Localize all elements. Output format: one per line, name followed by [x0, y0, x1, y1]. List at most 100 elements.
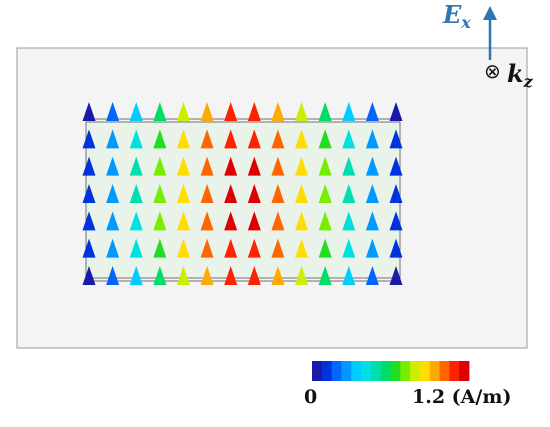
field-arrow: [247, 266, 261, 285]
field-arrow: [153, 238, 167, 258]
colorbar-swatch: [380, 361, 391, 381]
field-arrow: [129, 129, 143, 149]
field-arrow: [318, 211, 332, 231]
field-arrow: [318, 102, 332, 121]
field-arrow: [318, 156, 332, 176]
field-arrow: [295, 156, 309, 176]
colorbar-swatch: [439, 361, 450, 381]
field-arrow: [129, 156, 143, 176]
colorbar: [312, 361, 470, 381]
field-arrow: [271, 266, 285, 285]
field-arrow: [318, 266, 332, 285]
field-arrow: [176, 238, 190, 258]
field-arrow: [295, 266, 309, 285]
field-arrow: [342, 102, 356, 121]
colorbar-swatch: [419, 361, 431, 381]
field-arrow: [106, 184, 120, 203]
colorbar-swatch: [312, 361, 323, 381]
colorbar-swatch: [351, 361, 362, 381]
colorbar-swatch: [321, 361, 333, 381]
e-field-label: Ex: [443, 0, 471, 32]
field-arrow: [200, 156, 214, 176]
field-arrow: [295, 184, 309, 203]
field-arrow: [224, 102, 238, 121]
field-arrow: [389, 129, 403, 149]
field-arrow: [200, 266, 214, 285]
field-arrow: [295, 238, 309, 258]
into-page-icon: ⊗: [484, 59, 501, 83]
e-field-arrow-head: [483, 6, 497, 20]
colorbar-swatch: [361, 361, 372, 381]
field-arrow: [176, 102, 190, 121]
field-arrow: [176, 184, 190, 203]
field-arrow: [106, 156, 120, 176]
colorbar-swatch: [459, 361, 470, 381]
field-arrow: [224, 156, 238, 176]
field-arrow: [365, 184, 379, 203]
field-arrow: [295, 129, 309, 149]
field-arrow: [129, 184, 143, 203]
field-arrow: [82, 102, 96, 121]
field-arrow: [106, 266, 120, 285]
field-arrow: [247, 211, 261, 231]
field-arrow: [365, 156, 379, 176]
colorbar-swatch: [449, 361, 460, 381]
field-arrow: [247, 102, 261, 121]
field-arrow: [342, 184, 356, 203]
field-arrow: [82, 129, 96, 149]
colorbar-swatch: [429, 361, 440, 381]
field-arrow: [365, 266, 379, 285]
field-arrow: [153, 102, 167, 121]
field-arrow: [389, 156, 403, 176]
field-arrow: [82, 184, 96, 203]
field-arrow: [295, 211, 309, 231]
field-arrow: [224, 266, 238, 285]
field-arrow: [224, 129, 238, 149]
field-arrow: [153, 156, 167, 176]
field-arrow: [82, 238, 96, 258]
field-arrow: [82, 266, 96, 285]
field-arrow: [271, 238, 285, 258]
colorbar-swatch: [370, 361, 382, 381]
field-arrow: [271, 184, 285, 203]
field-arrow: [247, 156, 261, 176]
field-arrow: [271, 129, 285, 149]
field-arrow: [153, 266, 167, 285]
field-arrow: [342, 238, 356, 258]
field-arrow: [224, 184, 238, 203]
colorbar-swatch: [390, 361, 401, 381]
field-arrow: [389, 102, 403, 121]
field-arrow: [153, 184, 167, 203]
field-arrow: [106, 238, 120, 258]
field-arrow: [106, 102, 120, 121]
field-arrow: [200, 129, 214, 149]
field-arrow: [200, 211, 214, 231]
field-arrow: [295, 102, 309, 121]
field-arrow: [176, 266, 190, 285]
field-arrow: [129, 211, 143, 231]
field-arrow: [318, 129, 332, 149]
field-arrow: [224, 238, 238, 258]
field-arrow: [153, 211, 167, 231]
field-arrow: [389, 184, 403, 203]
colorbar-min-label: 0: [304, 386, 318, 408]
field-arrow: [129, 102, 143, 121]
field-arrow: [106, 211, 120, 231]
field-arrow: [271, 102, 285, 121]
colorbar-max-label: 1.2 (A/m): [412, 386, 512, 408]
field-arrow: [365, 129, 379, 149]
field-arrow: [365, 238, 379, 258]
field-arrow: [342, 211, 356, 231]
colorbar-swatch: [331, 361, 342, 381]
field-arrow: [176, 211, 190, 231]
field-arrow: [247, 184, 261, 203]
field-arrow: [176, 129, 190, 149]
field-arrow: [365, 211, 379, 231]
field-arrow: [342, 266, 356, 285]
field-arrow: [247, 238, 261, 258]
colorbar-swatch: [400, 361, 411, 381]
field-arrow: [342, 129, 356, 149]
field-arrow: [365, 102, 379, 121]
field-arrow: [129, 238, 143, 258]
